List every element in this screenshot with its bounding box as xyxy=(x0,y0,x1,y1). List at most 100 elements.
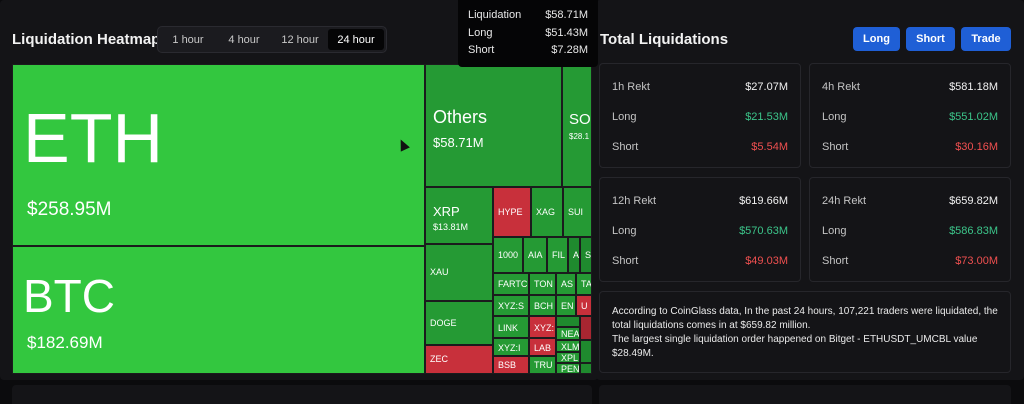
stat-row-long: Long $586.83M xyxy=(822,216,998,246)
tile-sol[interactable]: SO $28.1 xyxy=(562,64,592,187)
trade-button[interactable]: Trade xyxy=(961,27,1011,51)
stat-total: $581.18M xyxy=(949,81,998,93)
tile-bsb[interactable]: BSB xyxy=(493,356,529,374)
tile-btc-symbol: BTC xyxy=(23,270,115,322)
stat-card-12h: 12h Rekt $619.66M Long $570.63M Short $49.0… xyxy=(599,177,801,282)
stat-short-label: Short xyxy=(612,255,639,267)
stat-long: $586.83M xyxy=(949,225,998,237)
tile-xag[interactable]: XAG xyxy=(531,187,563,237)
stat-long: $551.02M xyxy=(949,111,998,123)
stat-long-label: Long xyxy=(822,111,847,123)
stat-short-label: Short xyxy=(822,255,849,267)
tile-xyz-s[interactable]: XYZ:S xyxy=(493,295,529,316)
stat-row-short: Short $5.54M xyxy=(612,132,788,162)
short-button[interactable]: Short xyxy=(906,27,955,51)
tile-small-b[interactable] xyxy=(580,340,592,363)
tile-ton[interactable]: TON xyxy=(529,273,556,295)
tile-xlm[interactable]: XLM xyxy=(556,340,580,352)
tile-fil[interactable]: FIL xyxy=(547,237,568,273)
tile-u[interactable]: U xyxy=(576,295,592,316)
range-12-hour-button[interactable]: 12 hour xyxy=(281,33,319,46)
tile-eth-value: $258.95M xyxy=(27,199,112,220)
long-button[interactable]: Long xyxy=(853,27,900,51)
tooltip-row-short: Short $7.28M xyxy=(468,44,588,56)
range-4-hour-button[interactable]: 4 hour xyxy=(228,33,260,46)
tile-btc-value: $182.69M xyxy=(27,333,103,352)
tile-others-value: $58.71M xyxy=(433,135,484,150)
lower-panel-right xyxy=(599,385,1011,404)
stat-row-short: Short $30.16M xyxy=(822,132,998,162)
stat-row-long: Long $570.63M xyxy=(612,216,788,246)
stat-row-total: 4h Rekt $581.18M xyxy=(822,72,998,102)
stat-short: $49.03M xyxy=(745,255,788,267)
liquidation-description: According to CoinGlass data, In the past… xyxy=(599,291,1011,373)
tile-s[interactable]: S xyxy=(580,237,592,273)
tile-as[interactable]: AS xyxy=(556,273,576,295)
stat-long-label: Long xyxy=(612,111,637,123)
tile-nea[interactable]: NEA xyxy=(556,327,580,340)
description-line-2: The largest single liquidation order hap… xyxy=(612,334,978,359)
stat-title: 1h Rekt xyxy=(612,81,650,93)
tile-small-c[interactable] xyxy=(580,363,592,374)
tile-1000[interactable]: 1000 xyxy=(493,237,523,273)
tile-sol-symbol: SO xyxy=(569,111,591,128)
stat-row-total: 12h Rekt $619.66M xyxy=(612,186,788,216)
tile-aia[interactable]: AIA xyxy=(523,237,547,273)
stat-card-1h: 1h Rekt $27.07M Long $21.53M Short $5.54M xyxy=(599,63,801,168)
stat-short: $73.00M xyxy=(955,255,998,267)
stat-short: $30.16M xyxy=(955,141,998,153)
stat-title: 4h Rekt xyxy=(822,81,860,93)
tile-others-symbol: Others xyxy=(433,107,488,127)
stat-short: $5.54M xyxy=(751,141,788,153)
tile-lab[interactable]: LAB xyxy=(529,338,556,356)
tile-xyz-x[interactable]: XYZ: xyxy=(529,316,556,338)
range-24-hour-button[interactable]: 24 hour xyxy=(328,29,384,50)
tile-eth-symbol: ETH xyxy=(23,99,163,177)
tile-xpl[interactable]: XPL xyxy=(556,352,580,363)
tile-sol-value: $28.1 xyxy=(569,132,590,141)
stat-short-label: Short xyxy=(612,141,639,153)
tile-xau[interactable]: XAU xyxy=(425,244,493,301)
tile-ta[interactable]: TA xyxy=(576,273,592,295)
stat-long-label: Long xyxy=(612,225,637,237)
tile-hype[interactable]: HYPE xyxy=(493,187,531,237)
tile-pen[interactable]: PEN xyxy=(556,363,580,374)
stat-long-label: Long xyxy=(822,225,847,237)
liquidation-heatmap: ETH $258.95M BTC $182.69M Others $58.71M… xyxy=(12,64,592,374)
tile-tru[interactable]: TRU xyxy=(529,356,556,374)
tile-small-a[interactable] xyxy=(556,316,580,327)
tile-xyz-i[interactable]: XYZ:I xyxy=(493,338,529,356)
heatmap-tooltip: Liquidation $58.71M Long $51.43M Short $7.2… xyxy=(458,0,598,67)
tile-bch[interactable]: BCH xyxy=(529,295,556,316)
stat-card-4h: 4h Rekt $581.18M Long $551.02M Short $30.16… xyxy=(809,63,1011,168)
tile-doge[interactable]: DOGE xyxy=(425,301,493,345)
tile-link[interactable]: LINK xyxy=(493,316,529,338)
tile-zec[interactable]: ZEC xyxy=(425,345,493,374)
stat-title: 24h Rekt xyxy=(822,195,867,207)
tile-small-red[interactable] xyxy=(580,316,592,340)
stat-row-total: 1h Rekt $27.07M xyxy=(612,72,788,102)
tile-xrp-value: $13.81M xyxy=(433,222,469,232)
heatmap-title: Liquidation Heatmap xyxy=(12,31,161,48)
tile-xrp-symbol: XRP xyxy=(433,204,460,219)
stat-row-short: Short $73.00M xyxy=(822,246,998,276)
time-range-selector: 1 hour 4 hour 12 hour 24 hour xyxy=(157,26,387,53)
stat-short-label: Short xyxy=(822,141,849,153)
tile-a[interactable]: A xyxy=(568,237,580,273)
total-liquidations-title: Total Liquidations xyxy=(600,31,729,48)
stat-long: $570.63M xyxy=(739,225,788,237)
description-line-1: According to CoinGlass data, In the past… xyxy=(612,306,998,331)
tile-eth[interactable]: ETH $258.95M xyxy=(12,64,425,246)
stat-total: $27.07M xyxy=(745,81,788,93)
tile-others[interactable]: Others $58.71M xyxy=(425,64,562,187)
tile-fartco[interactable]: FARTC xyxy=(493,273,529,295)
tooltip-row-liquidation: Liquidation $58.71M xyxy=(468,9,588,21)
tile-btc[interactable]: BTC $182.69M xyxy=(12,246,425,374)
stat-title: 12h Rekt xyxy=(612,195,657,207)
lower-panel-left xyxy=(12,385,592,404)
tile-xrp[interactable]: XRP $13.81M xyxy=(425,187,493,244)
range-1-hour-button[interactable]: 1 hour xyxy=(172,33,204,46)
tile-en[interactable]: EN xyxy=(556,295,576,316)
stat-long: $21.53M xyxy=(745,111,788,123)
tile-sui[interactable]: SUI xyxy=(563,187,592,237)
